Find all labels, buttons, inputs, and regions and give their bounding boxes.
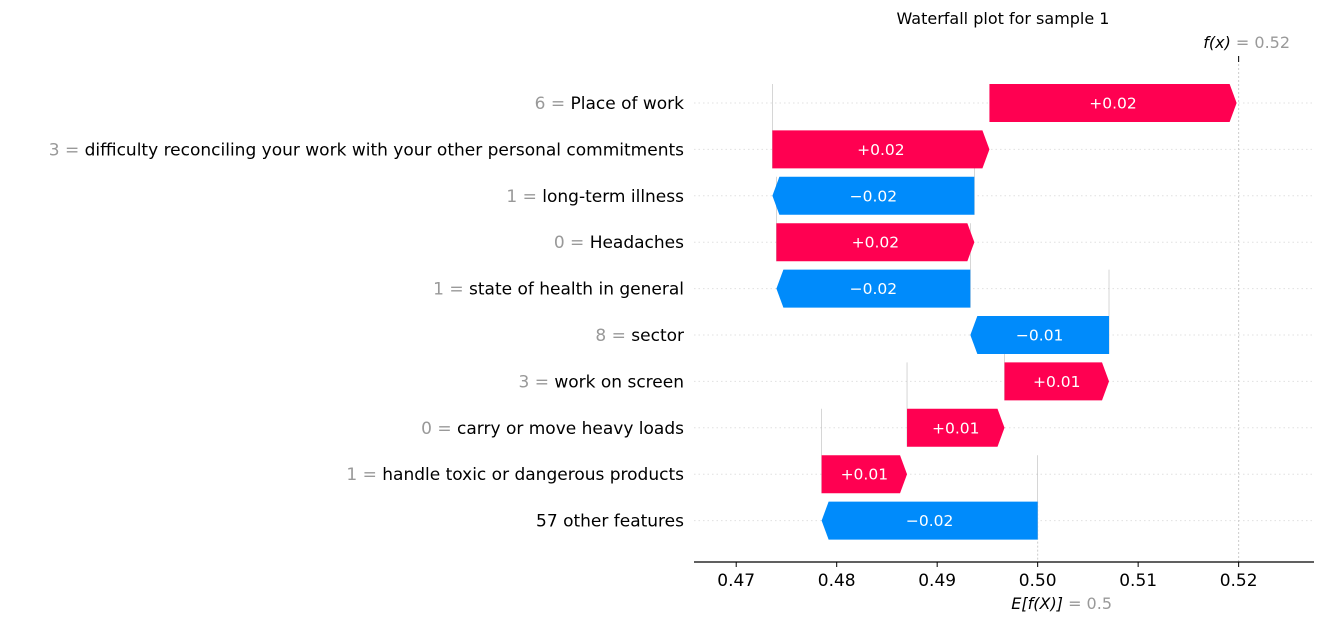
negative-bar	[772, 176, 975, 215]
x-tick-label: 0.49	[918, 571, 956, 591]
bar-value-label: −0.01	[1016, 327, 1064, 345]
feature-value: 1 =	[433, 280, 469, 300]
bar-value-label: +0.02	[1089, 95, 1137, 113]
feature-name: difficulty reconciling your work with yo…	[85, 140, 685, 160]
feature-name: long-term illness	[542, 187, 684, 207]
x-tick-label: 0.47	[717, 571, 755, 591]
feature-value: 0 =	[421, 419, 457, 439]
feature-value: 8 =	[595, 326, 631, 346]
positive-bar	[907, 408, 1005, 447]
feature-label: 3 = work on screen	[518, 372, 684, 392]
bar-value-label: +0.01	[841, 466, 889, 484]
feature-value: 3 =	[49, 140, 85, 160]
positive-bar	[989, 84, 1237, 122]
base-label: E[f(X)]	[1011, 594, 1068, 613]
feature-value: 1 =	[506, 187, 542, 207]
bar-value-label: −0.02	[850, 280, 898, 298]
x-tick-label: 0.52	[1220, 571, 1258, 591]
feature-name: carry or move heavy loads	[457, 419, 684, 439]
feature-value: 0 =	[554, 233, 590, 253]
negative-bar	[821, 501, 1038, 540]
feature-label: 0 = Headaches	[554, 233, 684, 253]
x-axis: 0.47 0.48 0.49 0.50 0.51 0.52	[694, 561, 1314, 591]
feature-name: work on screen	[554, 372, 684, 392]
feature-name: Place of work	[570, 94, 684, 114]
feature-label: 8 = sector	[595, 326, 684, 346]
feature-label: 1 = state of health in general	[433, 280, 684, 300]
feature-name: handle toxic or dangerous products	[382, 465, 684, 485]
positive-bar	[1004, 362, 1110, 401]
base-value: = 0.5	[1068, 594, 1112, 613]
x-tick-label: 0.48	[818, 571, 856, 591]
feature-value: 3 =	[518, 372, 554, 392]
bar-value-label: +0.02	[857, 141, 905, 159]
feature-value: 6 =	[535, 94, 571, 114]
base-value-annotation: E[f(X)] = 0.5	[1011, 594, 1112, 613]
output-value: = 0.52	[1236, 33, 1290, 52]
annotations: f(x) = 0.52 E[f(X)] = 0.5	[1011, 33, 1290, 613]
x-tick-label: 0.50	[1019, 571, 1057, 591]
negative-bar	[776, 269, 971, 308]
feature-name: 57 other features	[536, 512, 684, 532]
feature-name: sector	[631, 326, 684, 346]
positive-bar	[776, 223, 975, 262]
x-tick-label: 0.51	[1119, 571, 1157, 591]
bar-value-label: +0.01	[932, 419, 980, 437]
output-value-annotation: f(x) = 0.52	[1203, 33, 1290, 52]
feature-name: state of health in general	[469, 280, 684, 300]
bar-value-label: −0.02	[850, 187, 898, 205]
bar-value-label: +0.02	[852, 234, 900, 252]
feature-label: 0 = carry or move heavy loads	[421, 419, 684, 439]
feature-labels: 6 = Place of work 3 = difficulty reconcil…	[49, 94, 684, 532]
positive-bar	[772, 130, 990, 169]
output-label: f(x)	[1203, 33, 1236, 52]
bar-value-label: −0.02	[906, 512, 954, 530]
feature-label: 1 = handle toxic or dangerous products	[346, 465, 684, 485]
positive-bar	[821, 455, 908, 494]
feature-value: 1 =	[346, 465, 382, 485]
feature-label: 3 = difficulty reconciling your work wit…	[49, 140, 684, 160]
bar-value-label: +0.01	[1033, 373, 1081, 391]
bars: +0.02 +0.02 −0.02 +0.02 −0.02 −0.01 +0.01 +0.01…	[772, 84, 1237, 540]
feature-label: 57 other features	[536, 512, 684, 532]
feature-label: 6 = Place of work	[535, 94, 685, 114]
feature-label: 1 = long-term illness	[506, 187, 684, 207]
chart-title: Waterfall plot for sample 1	[897, 9, 1110, 28]
feature-name: Headaches	[590, 233, 684, 253]
negative-bar	[970, 316, 1110, 354]
